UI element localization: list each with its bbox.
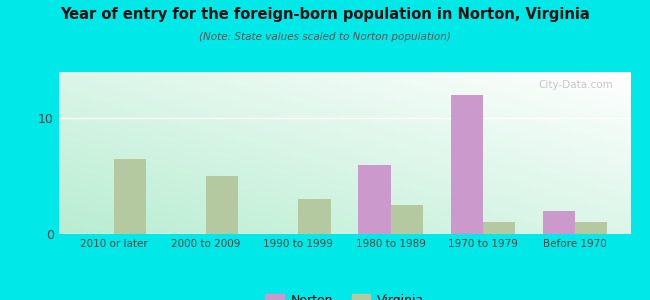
Bar (114, 159, 146, 234)
Legend: Norton, Virginia: Norton, Virginia (260, 289, 429, 300)
Text: Year of entry for the foreign-born population in Norton, Virginia: Year of entry for the foreign-born popul… (60, 8, 590, 22)
Bar (358, 165, 391, 234)
Bar (206, 176, 239, 234)
Bar (450, 95, 483, 234)
Bar (483, 222, 515, 234)
Text: (Note: State values scaled to Norton population): (Note: State values scaled to Norton pop… (199, 32, 451, 41)
Bar (298, 199, 331, 234)
Bar (575, 222, 608, 234)
Text: City-Data.com: City-Data.com (539, 80, 614, 90)
Bar (391, 205, 423, 234)
Bar (543, 211, 575, 234)
